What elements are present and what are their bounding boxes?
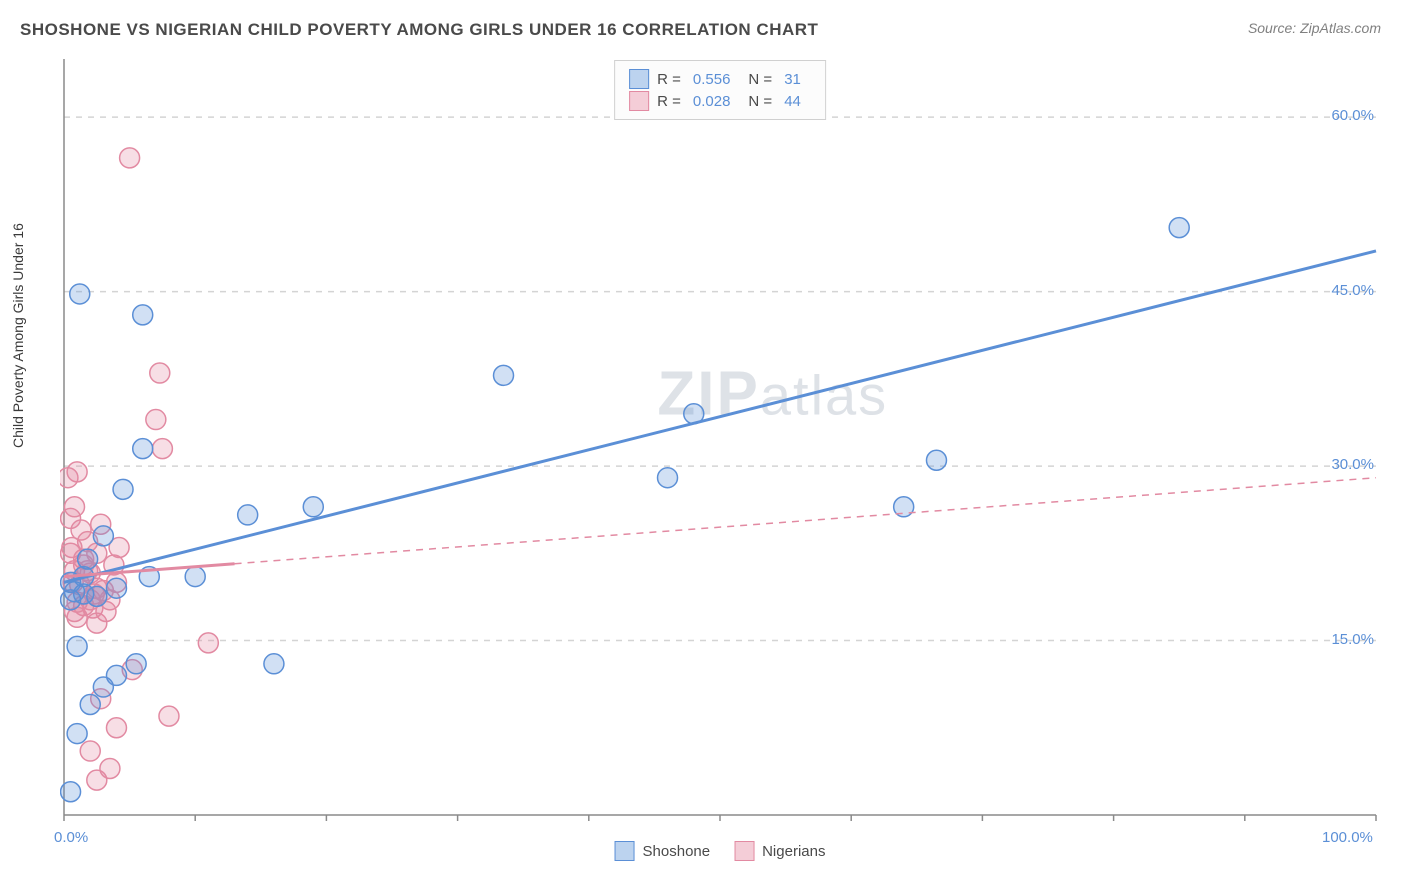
legend-item-shoshone: Shoshone [615,841,711,861]
r-value-nigerians: 0.028 [693,93,731,110]
stats-legend: R = 0.556 N = 31 R = 0.028 N = 44 [614,60,826,120]
plot-area: ZIPatlas R = 0.556 N = 31 R = 0.028 N = … [60,55,1380,825]
series-legend: Shoshone Nigerians [615,841,826,861]
correlation-chart: SHOSHONE VS NIGERIAN CHILD POVERTY AMONG… [0,0,1406,892]
y-tick-label: 45.0% [1331,282,1374,299]
legend-item-nigerians: Nigerians [734,841,825,861]
y-tick-label: 15.0% [1331,631,1374,648]
scatter-plot [60,55,1380,825]
n-value-shoshone: 31 [784,71,801,88]
chart-title: SHOSHONE VS NIGERIAN CHILD POVERTY AMONG… [20,20,818,40]
watermark: ZIPatlas [657,358,888,429]
y-tick-label: 30.0% [1331,456,1374,473]
nigerians-swatch-icon [734,841,754,861]
y-tick-label: 60.0% [1331,107,1374,124]
stats-row-nigerians: R = 0.028 N = 44 [629,91,811,111]
x-tick-label: 100.0% [1322,829,1373,846]
y-axis-label: Child Poverty Among Girls Under 16 [10,223,26,448]
nigerians-swatch [629,91,649,111]
n-value-nigerians: 44 [784,93,801,110]
r-value-shoshone: 0.556 [693,71,731,88]
shoshone-swatch-icon [615,841,635,861]
shoshone-swatch [629,69,649,89]
x-tick-label: 0.0% [54,829,88,846]
source-attribution: Source: ZipAtlas.com [1248,20,1381,36]
stats-row-shoshone: R = 0.556 N = 31 [629,69,811,89]
